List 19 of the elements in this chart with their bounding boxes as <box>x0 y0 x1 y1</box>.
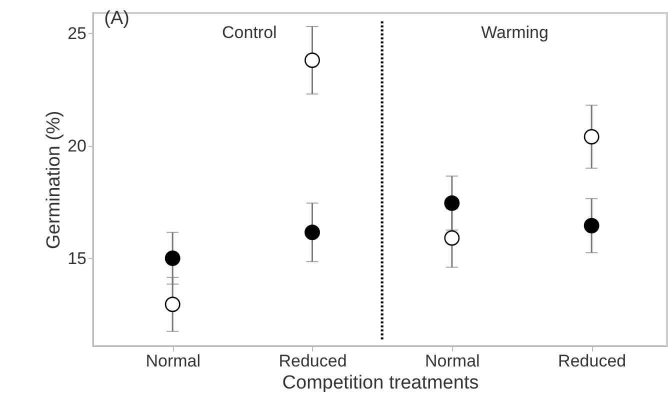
annotation: (A) <box>104 8 130 29</box>
y-tick-label: 15 <box>68 248 86 268</box>
y-tick-label: 25 <box>68 24 86 43</box>
x-tick-label: Reduced <box>278 352 347 370</box>
point <box>584 129 600 144</box>
point <box>304 52 320 68</box>
point <box>164 250 180 266</box>
annotation: Warming <box>481 22 548 42</box>
point <box>164 296 180 312</box>
point <box>584 218 600 234</box>
x-tick-label: Normal <box>425 352 480 370</box>
x-tick-label: Reduced <box>558 352 626 370</box>
annotation: Control <box>222 22 277 42</box>
x-tick-label: Normal <box>146 352 201 370</box>
y-tick-label: 20 <box>68 136 86 156</box>
point <box>444 230 460 246</box>
y-axis-title: Germination (%) <box>44 110 65 250</box>
point <box>304 224 320 240</box>
point <box>444 195 460 211</box>
